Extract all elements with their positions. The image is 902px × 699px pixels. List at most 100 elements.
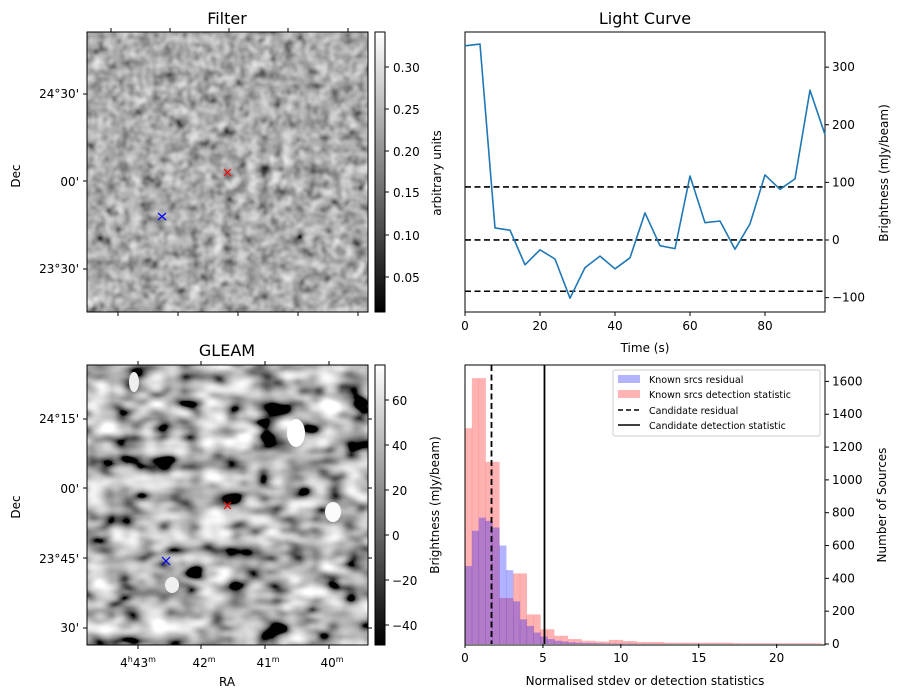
filter-ytick-label: 24°30' <box>39 87 79 101</box>
gleam-xtick-label: 4h43m <box>120 655 156 670</box>
histogram-bar <box>807 643 816 644</box>
histogram-bar <box>478 378 486 644</box>
histogram-bar <box>533 632 541 644</box>
histogram-bar <box>471 378 480 644</box>
histogram-xtick-label: 10 <box>613 651 628 665</box>
lightcurve-ytick-label: −100 <box>832 291 865 305</box>
filter-colorbar <box>374 31 386 313</box>
legend-label: Candidate detection statistic <box>649 421 786 432</box>
filter-ylabel: Dec <box>9 164 23 187</box>
histogram-bar <box>705 642 713 644</box>
histogram-ytick-label: 1600 <box>832 374 863 388</box>
histogram-x-ticks: 0 5 10 15 20 <box>461 644 784 665</box>
legend-swatch-detection <box>618 390 640 398</box>
histogram-bar <box>684 642 692 644</box>
gleam-cbar-tick: −20 <box>392 574 417 588</box>
gleam-reference-marker <box>161 556 171 566</box>
filter-axes-frame <box>86 31 369 313</box>
histogram-legend: Known srcs residual Known srcs detection… <box>612 369 821 437</box>
histogram-bars <box>465 378 822 644</box>
filter-cbar-tick: 0.05 <box>393 271 420 285</box>
legend-swatch-residual <box>618 375 640 383</box>
gleam-axes-frame <box>86 364 369 646</box>
histogram-bar <box>753 643 761 644</box>
histogram-bar <box>691 642 699 644</box>
gleam-bright-source <box>325 502 341 522</box>
lightcurve-xtick-label: 0 <box>461 319 469 333</box>
histogram-bar <box>465 566 473 644</box>
gleam-colorbar-ticks <box>385 399 389 626</box>
histogram-bar <box>801 643 809 644</box>
histogram-axes-frame <box>464 364 826 646</box>
gleam-cbar-label: Brightness (mJy/beam) <box>428 436 442 574</box>
histogram-ytick-label: 600 <box>832 539 855 553</box>
filter-candidate-marker <box>223 168 232 177</box>
filter-bottom-ticks <box>117 312 359 316</box>
gleam-cbar-tick: 40 <box>392 439 407 453</box>
gleam-xtick-label: 40m <box>320 655 343 670</box>
histogram-bar <box>814 643 822 644</box>
histogram-bar <box>588 640 596 644</box>
filter-cbar-tick: 0.25 <box>393 103 420 117</box>
histogram-bar <box>643 642 651 644</box>
gleam-ytick-label: 23°45' <box>39 552 79 566</box>
lightcurve-x-ticks: 0 20 40 60 80 <box>461 312 773 333</box>
histogram-bar <box>526 614 534 644</box>
histogram-panel: 0 5 10 15 20 0 200 400 600 800 1000 1200 1400 1600 N… <box>461 364 889 688</box>
histogram-vlines <box>490 365 546 644</box>
lightcurve-ytick-label: 0 <box>832 233 840 247</box>
gleam-candidate-marker <box>223 501 232 510</box>
gleam-xtick-label: 41m <box>256 655 279 670</box>
lightcurve-xtick-label: 60 <box>682 319 697 333</box>
legend-label: Known srcs residual <box>649 375 743 386</box>
histogram-bar <box>766 643 774 644</box>
histogram-bar <box>663 642 672 644</box>
histogram-bar <box>759 643 768 644</box>
gleam-ytick-label: 24°15' <box>39 412 79 426</box>
gleam-ylabel: Dec <box>9 495 23 518</box>
histogram-bar <box>787 643 795 644</box>
histogram-bar <box>561 635 569 644</box>
histogram-bar <box>506 598 514 644</box>
gleam-title: GLEAM <box>199 341 255 360</box>
filter-panel: Filter 24°30' 00' 23°30' Dec 0.30 0.25 0… <box>9 9 444 316</box>
histogram-xlabel: Normalised stdev or detection statistics <box>526 674 765 688</box>
gleam-xlabel: RA <box>219 675 236 689</box>
filter-reference-marker <box>157 212 167 221</box>
filter-y-ticks <box>83 93 87 270</box>
histogram-bar <box>636 642 644 644</box>
histogram-xtick-label: 15 <box>691 651 706 665</box>
histogram-bar <box>492 527 500 644</box>
histogram-ytick-label: 1400 <box>832 407 863 421</box>
histogram-bar <box>670 642 678 644</box>
histogram-xtick-label: 20 <box>769 651 784 665</box>
histogram-bar <box>718 642 726 644</box>
lightcurve-xlabel: Time (s) <box>620 341 670 355</box>
lightcurve-axes-frame <box>464 31 826 313</box>
histogram-bar <box>485 461 493 644</box>
gleam-ytick-label: 00' <box>60 482 79 496</box>
histogram-bar <box>561 641 569 644</box>
gleam-xtick-label: 42m <box>192 655 215 670</box>
histogram-bar <box>657 642 665 644</box>
lightcurve-xtick-label: 40 <box>607 319 622 333</box>
legend-label: Known srcs detection statistic <box>649 390 791 401</box>
histogram-bar <box>485 520 493 644</box>
filter-title: Filter <box>207 9 247 28</box>
gleam-colorbar <box>374 364 386 646</box>
legend-label: Candidate residual <box>649 406 738 417</box>
histogram-bar <box>519 619 528 644</box>
histogram-bar <box>581 640 589 644</box>
gleam-bright-source <box>165 577 179 593</box>
filter-cbar-tick: 0.15 <box>393 186 420 200</box>
histogram-ytick-label: 0 <box>832 637 840 651</box>
histogram-bar <box>567 639 576 644</box>
gleam-panel: GLEAM 24°15' 00' 23°45' 30' Dec 4h43m 42… <box>9 341 442 689</box>
histogram-bar <box>650 642 658 644</box>
histogram-bar <box>581 643 589 644</box>
histogram-bar <box>746 643 754 644</box>
histogram-bar <box>595 643 603 644</box>
filter-ytick-label: 23°30' <box>39 262 79 276</box>
lightcurve-ytick-label: 100 <box>832 175 855 189</box>
